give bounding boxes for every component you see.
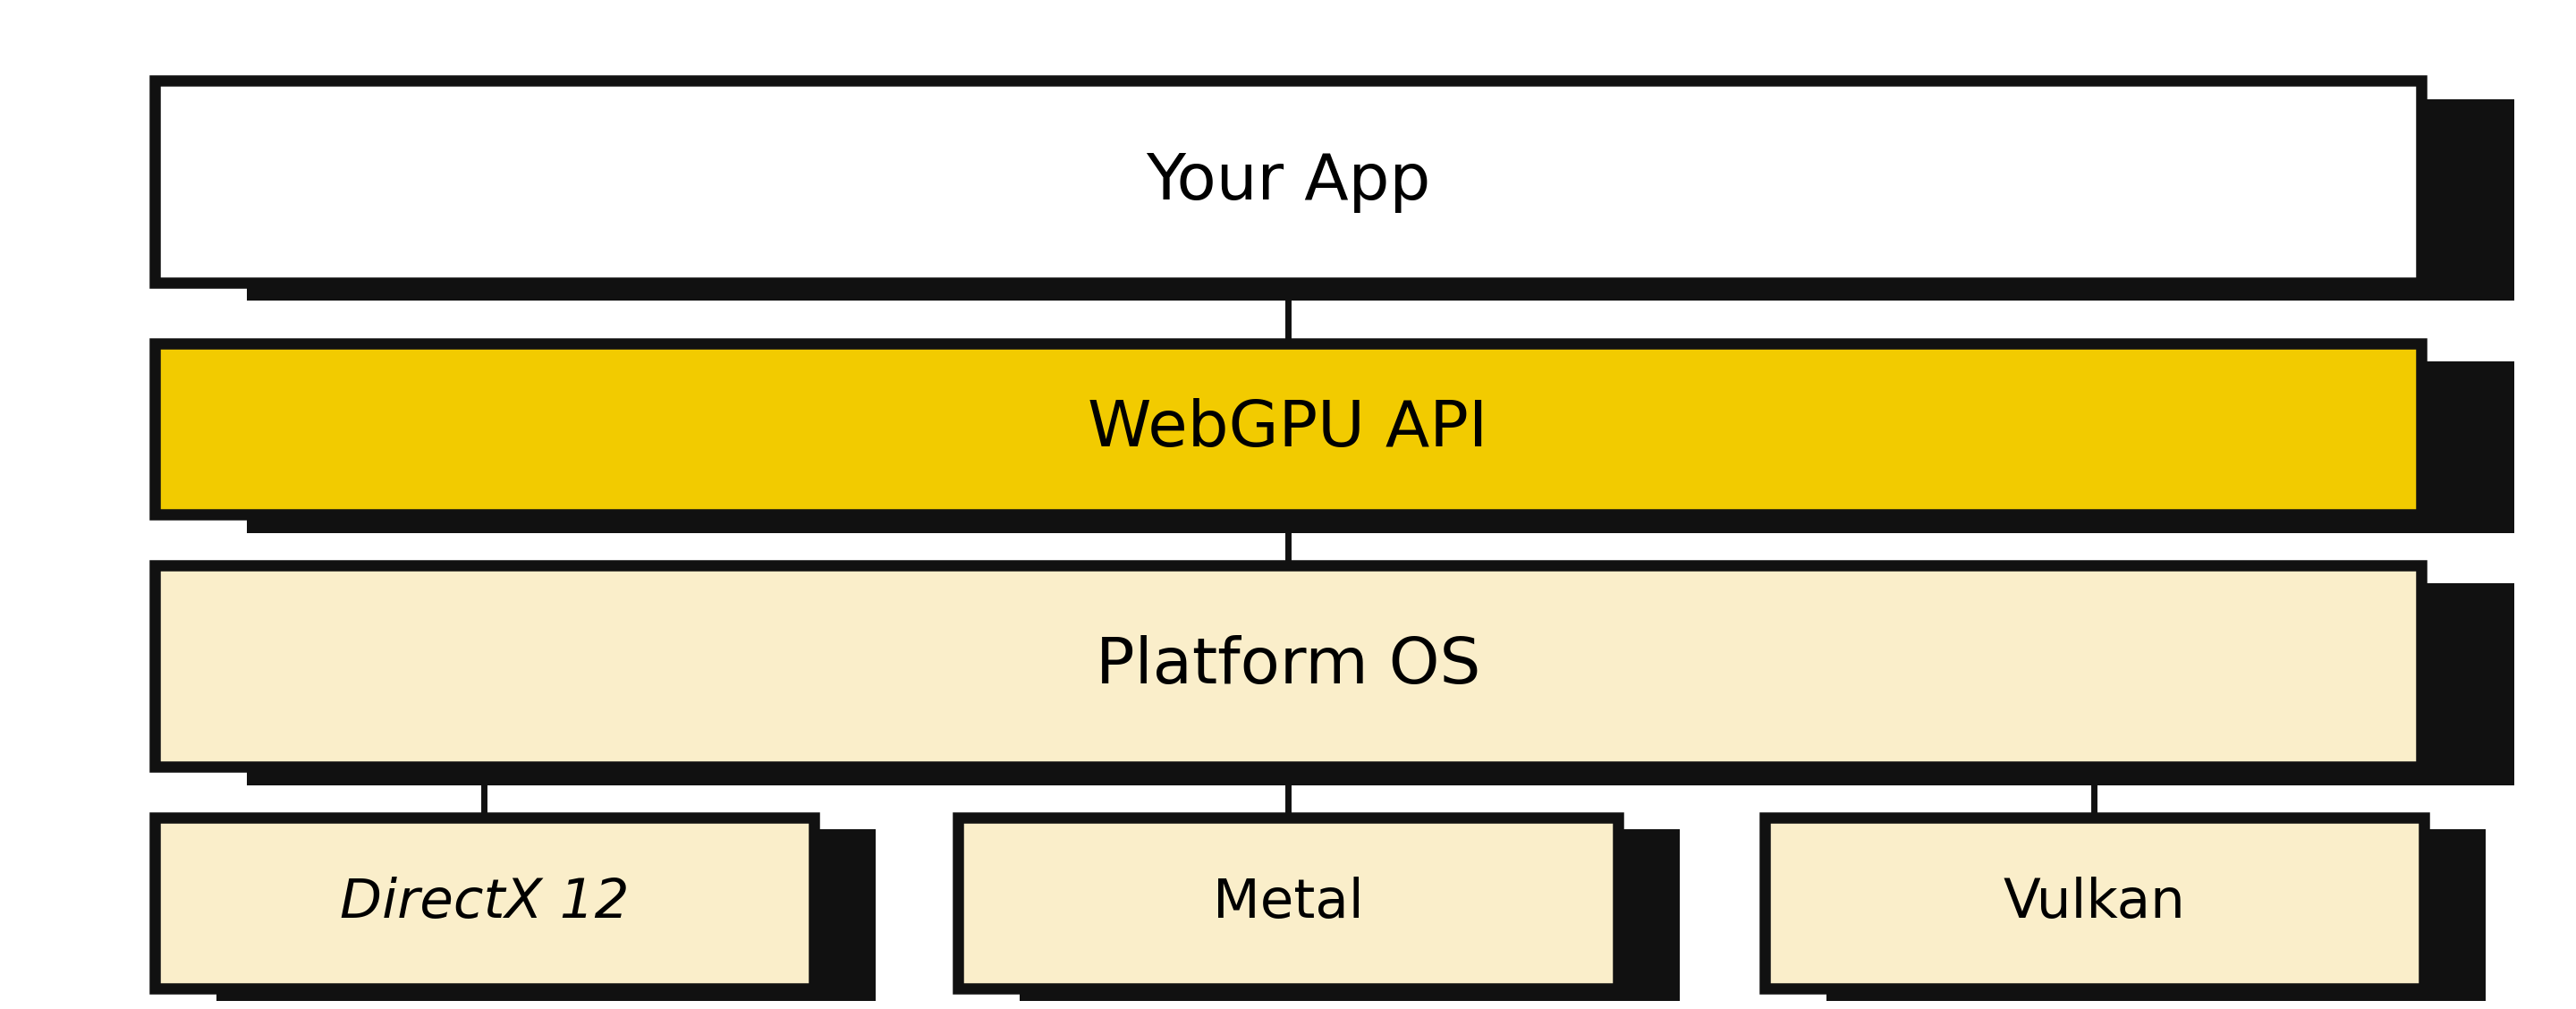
Bar (1765, 817, 2424, 989)
Bar (155, 343, 2421, 515)
Bar (958, 817, 1618, 989)
Bar (155, 81, 2421, 283)
Polygon shape (216, 829, 876, 1001)
Text: Platform OS: Platform OS (1095, 635, 1481, 697)
Polygon shape (1020, 829, 1680, 1001)
Bar (155, 817, 814, 989)
Text: Your App: Your App (1146, 150, 1430, 213)
Bar (155, 565, 2421, 767)
Polygon shape (247, 99, 2514, 301)
Polygon shape (1826, 829, 2486, 1001)
Text: Vulkan: Vulkan (2004, 877, 2184, 929)
Polygon shape (247, 583, 2514, 785)
Text: Metal: Metal (1213, 877, 1363, 929)
Text: WebGPU API: WebGPU API (1087, 398, 1489, 460)
Polygon shape (247, 361, 2514, 533)
Text: DirectX 12: DirectX 12 (340, 877, 629, 929)
